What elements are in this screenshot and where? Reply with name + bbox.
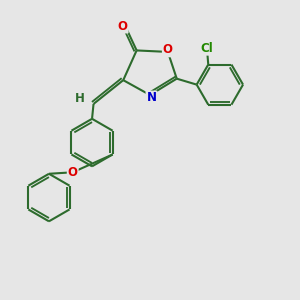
Text: Cl: Cl (200, 42, 213, 55)
Text: N: N (146, 92, 157, 104)
Text: O: O (68, 166, 78, 179)
Text: H: H (75, 92, 85, 105)
Text: O: O (163, 43, 173, 56)
Text: O: O (118, 20, 128, 33)
